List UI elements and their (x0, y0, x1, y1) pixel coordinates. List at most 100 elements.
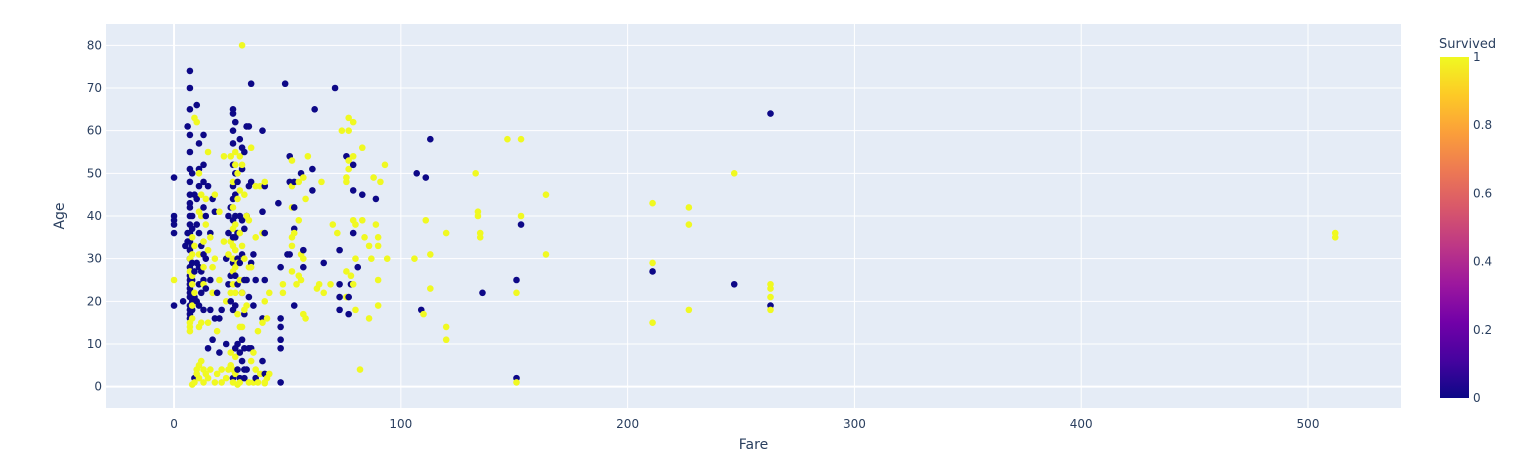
data-point (211, 315, 219, 322)
data-point (186, 148, 194, 156)
x-axis-ticks: 0 100 200 300 400 500 (170, 417, 1319, 431)
x-axis-title: Fare (739, 437, 768, 453)
data-point (374, 302, 382, 309)
data-point (209, 263, 216, 271)
data-point (202, 255, 210, 262)
data-point (290, 229, 298, 237)
data-point (413, 170, 421, 177)
data-point (336, 293, 343, 301)
data-point (241, 255, 248, 262)
colorbar-tick-label: 0.4 (1473, 255, 1492, 269)
data-point (345, 114, 352, 122)
y-tick-label: 50 (87, 166, 102, 180)
data-point (211, 191, 219, 198)
data-point (279, 280, 287, 288)
data-point (311, 106, 318, 113)
data-point (241, 344, 248, 352)
data-point (320, 259, 328, 267)
data-point (220, 238, 228, 245)
data-point (295, 178, 303, 186)
data-point (188, 251, 196, 258)
data-point (186, 84, 194, 92)
data-point (649, 199, 656, 207)
data-point (288, 157, 296, 164)
data-point (730, 280, 738, 288)
data-point (304, 152, 312, 160)
data-point (356, 366, 364, 373)
data-point (236, 379, 244, 386)
colorbar (1440, 57, 1469, 398)
data-point (220, 152, 228, 160)
data-point (352, 221, 359, 228)
data-point (236, 349, 244, 356)
data-point (225, 251, 232, 258)
data-point (170, 221, 178, 228)
data-point (231, 161, 239, 169)
data-point (202, 285, 210, 292)
data-point (250, 251, 257, 258)
data-point (200, 238, 207, 245)
data-point (442, 229, 450, 237)
data-point (252, 182, 259, 190)
data-point (256, 370, 264, 378)
data-point (252, 276, 259, 284)
data-point (649, 268, 656, 275)
data-point (685, 221, 693, 228)
data-point (250, 349, 257, 356)
data-point (243, 276, 250, 284)
data-point (188, 212, 196, 220)
data-point (329, 221, 337, 228)
data-point (204, 148, 212, 156)
data-point (377, 178, 384, 186)
data-point (195, 374, 203, 382)
data-point (365, 315, 373, 322)
data-point (259, 127, 266, 134)
data-point (225, 212, 232, 220)
data-point (767, 285, 774, 292)
data-point (374, 276, 382, 284)
data-point (513, 289, 520, 297)
data-point (422, 216, 430, 224)
data-point (195, 229, 203, 237)
data-point (345, 310, 352, 318)
data-point (336, 246, 343, 254)
colorbar-title: Survived (1439, 37, 1496, 52)
data-point (411, 255, 418, 262)
data-point (277, 344, 284, 352)
data-point (225, 280, 232, 288)
data-point (238, 242, 246, 250)
data-point (195, 170, 203, 177)
x-tick-label: 200 (616, 417, 639, 431)
data-point (204, 246, 212, 254)
data-point (186, 67, 194, 75)
data-point (320, 289, 328, 297)
data-point (290, 178, 298, 186)
colorbar-tick-label: 1 (1473, 50, 1481, 64)
data-point (295, 216, 303, 224)
data-point (213, 370, 221, 378)
data-point (247, 178, 255, 186)
data-point (197, 319, 205, 326)
data-point (349, 229, 357, 237)
data-point (241, 148, 248, 156)
data-point (275, 199, 282, 207)
data-point (207, 306, 214, 314)
data-point (265, 289, 273, 297)
colorbar-tick-label: 0 (1473, 391, 1481, 405)
data-point (427, 251, 434, 258)
data-point (300, 246, 307, 254)
data-point (234, 170, 241, 177)
data-point (170, 229, 178, 237)
data-point (300, 263, 307, 271)
data-point (241, 225, 248, 233)
data-point (347, 272, 355, 280)
data-point (200, 161, 207, 169)
data-point (193, 118, 201, 126)
x-tick-label: 300 (843, 417, 866, 431)
data-point (211, 208, 219, 216)
data-point (374, 234, 382, 241)
data-point (336, 280, 343, 288)
data-point (200, 306, 207, 314)
data-point (318, 178, 325, 186)
data-point (207, 234, 214, 241)
